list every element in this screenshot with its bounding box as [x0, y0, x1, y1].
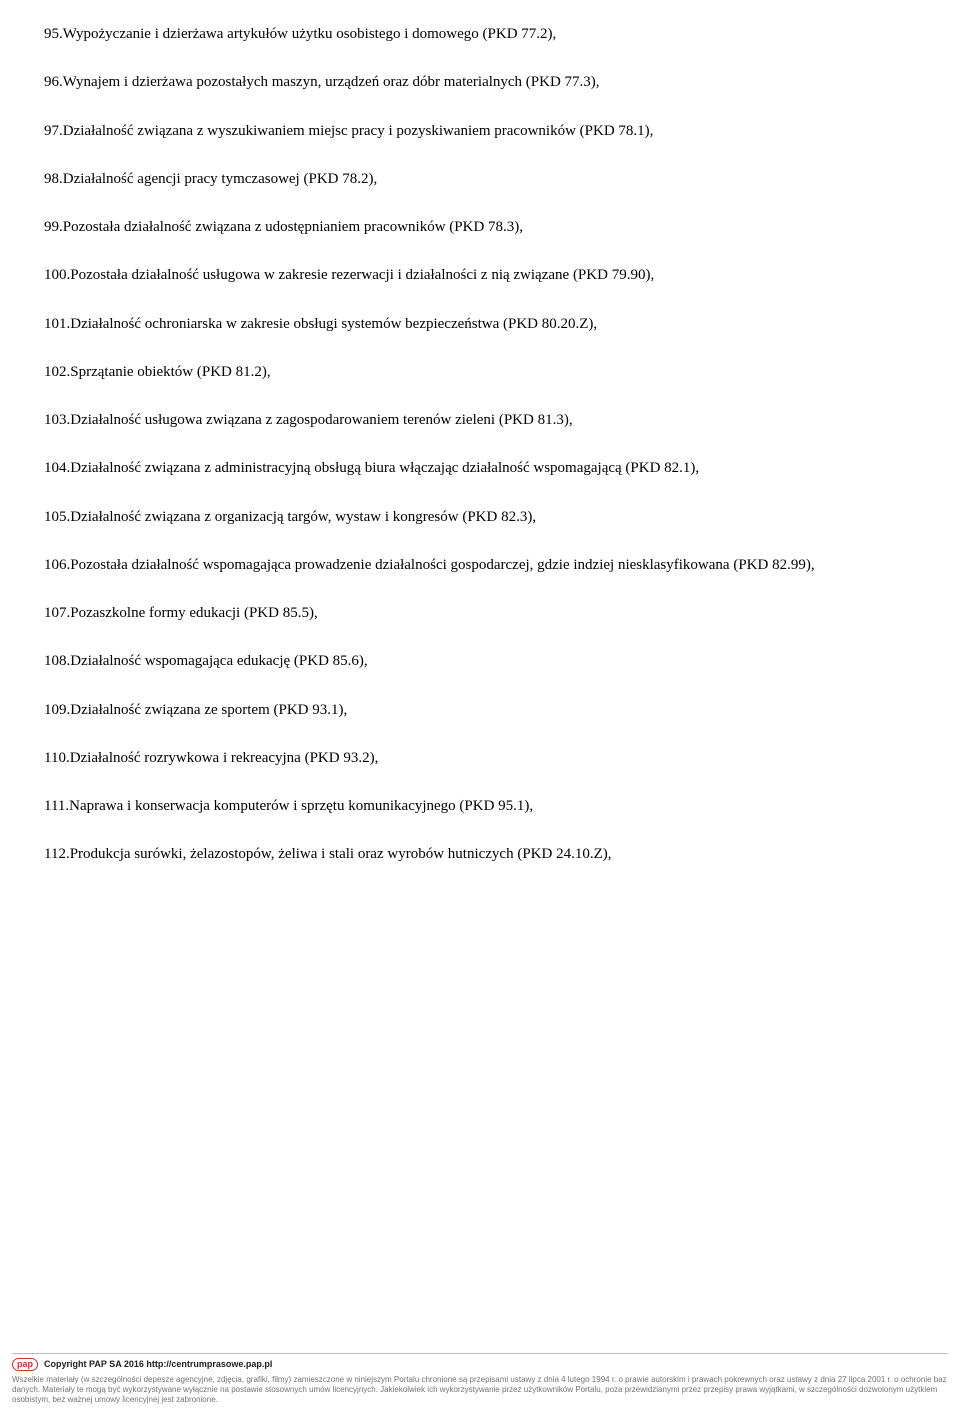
item-text: 100.Pozostała działalność usługowa w zak… [44, 265, 916, 285]
list-item: 104.Działalność związana z administracyj… [44, 458, 916, 478]
list-item: 100.Pozostała działalność usługowa w zak… [44, 265, 916, 285]
item-text: 102.Sprzątanie obiektów (PKD 81.2), [44, 362, 916, 382]
list-item: 111.Naprawa i konserwacja komputerów i s… [44, 796, 916, 816]
list-item: 103.Działalność usługowa związana z zago… [44, 410, 916, 430]
list-item: 96.Wynajem i dzierżawa pozostałych maszy… [44, 72, 916, 92]
item-text: 111.Naprawa i konserwacja komputerów i s… [44, 796, 916, 816]
list-item: 102.Sprzątanie obiektów (PKD 81.2), [44, 362, 916, 382]
list-item: 106.Pozostała działalność wspomagająca p… [44, 555, 916, 575]
item-text: 105.Działalność związana z organizacją t… [44, 507, 916, 527]
item-text: 96.Wynajem i dzierżawa pozostałych maszy… [44, 72, 916, 92]
footer-divider [12, 1353, 948, 1354]
item-text: 104.Działalność związana z administracyj… [44, 458, 916, 478]
item-text: 110.Działalność rozrywkowa i rekreacyjna… [44, 748, 916, 768]
item-text: 106.Pozostała działalność wspomagająca p… [44, 555, 916, 575]
copyright-text: Copyright PAP SA 2016 http://centrumpras… [44, 1358, 272, 1370]
list-item: 95.Wypożyczanie i dzierżawa artykułów uż… [44, 24, 916, 44]
item-text: 99.Pozostała działalność związana z udos… [44, 217, 916, 237]
footer-disclaimer: Wszelkie materiały (w szczególności depe… [0, 1375, 960, 1411]
page-footer: pap Copyright PAP SA 2016 http://centrum… [0, 1353, 960, 1411]
item-text: 95.Wypożyczanie i dzierżawa artykułów uż… [44, 24, 916, 44]
document-body: 95.Wypożyczanie i dzierżawa artykułów uż… [44, 24, 916, 865]
item-text: 101.Działalność ochroniarska w zakresie … [44, 314, 916, 334]
item-text: 108.Działalność wspomagająca edukację (P… [44, 651, 916, 671]
list-item: 101.Działalność ochroniarska w zakresie … [44, 314, 916, 334]
list-item: 97.Działalność związana z wyszukiwaniem … [44, 121, 916, 141]
item-text: 109.Działalność związana ze sportem (PKD… [44, 700, 916, 720]
list-item: 109.Działalność związana ze sportem (PKD… [44, 700, 916, 720]
pap-logo-icon: pap [12, 1358, 38, 1371]
list-item: 110.Działalność rozrywkowa i rekreacyjna… [44, 748, 916, 768]
item-text: 98.Działalność agencji pracy tymczasowej… [44, 169, 916, 189]
item-text: 97.Działalność związana z wyszukiwaniem … [44, 121, 916, 141]
list-item: 108.Działalność wspomagająca edukację (P… [44, 651, 916, 671]
list-item: 99.Pozostała działalność związana z udos… [44, 217, 916, 237]
list-item: 98.Działalność agencji pracy tymczasowej… [44, 169, 916, 189]
list-item: 112.Produkcja surówki, żelazostopów, żel… [44, 844, 916, 864]
item-text: 103.Działalność usługowa związana z zago… [44, 410, 916, 430]
item-text: 107.Pozaszkolne formy edukacji (PKD 85.5… [44, 603, 916, 623]
footer-row: pap Copyright PAP SA 2016 http://centrum… [0, 1358, 960, 1375]
item-text: 112.Produkcja surówki, żelazostopów, żel… [44, 844, 916, 864]
list-item: 105.Działalność związana z organizacją t… [44, 507, 916, 527]
list-item: 107.Pozaszkolne formy edukacji (PKD 85.5… [44, 603, 916, 623]
